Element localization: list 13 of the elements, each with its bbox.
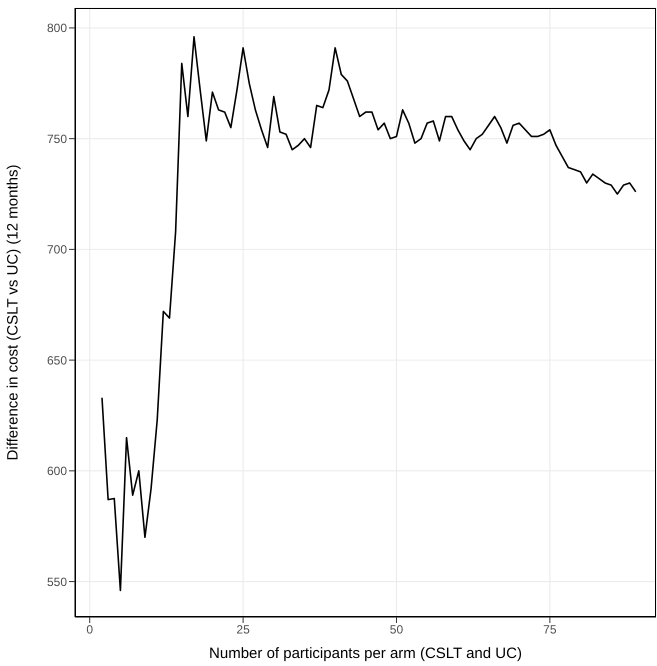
y-axis-title: Difference in cost (CSLT vs UC) (12 months) [4,164,22,460]
x-tick-label: 75 [543,622,557,637]
y-tick-label: 650 [46,353,68,368]
y-tick-label: 750 [46,132,68,146]
y-tick-label: 550 [46,574,68,589]
line-series [101,36,637,592]
y-tick-label: 800 [46,21,68,36]
y-tick-label: 600 [46,464,68,478]
x-axis-title: Number of participants per arm (CSLT and UC) [209,645,522,662]
y-tick-label: 700 [46,242,68,257]
x-tick-label: 0 [86,622,94,637]
x-tick-label: 25 [236,622,250,637]
x-tick-label: 50 [390,622,404,637]
